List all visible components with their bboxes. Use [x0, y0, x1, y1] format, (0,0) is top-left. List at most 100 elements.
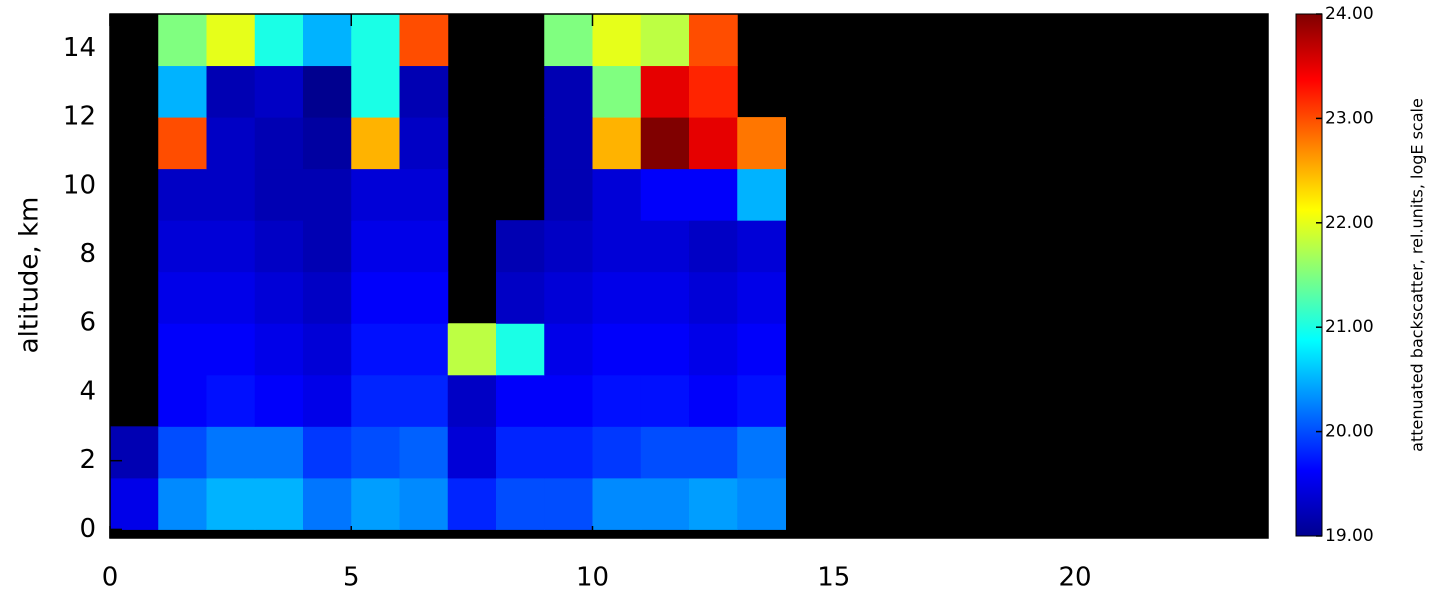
- heat-cell: [206, 14, 256, 67]
- heat-cell: [592, 477, 642, 530]
- heat-cell: [303, 168, 352, 221]
- heat-cell: [640, 14, 690, 67]
- heat-cell: [640, 323, 690, 376]
- heat-cell: [254, 323, 304, 376]
- heat-cell: [496, 477, 545, 530]
- heat-cell: [303, 220, 352, 273]
- heat-cell: [447, 374, 497, 427]
- heat-cell: [158, 426, 207, 479]
- heat-cell: [303, 426, 352, 479]
- heat-cell: [399, 117, 449, 170]
- heat-cell: [206, 220, 256, 273]
- heat-cell: [544, 220, 593, 273]
- y-tick-label: 6: [79, 308, 96, 338]
- heat-cell: [351, 374, 400, 427]
- heat-cell: [640, 117, 690, 170]
- x-tick-label: 10: [576, 563, 609, 593]
- colorbar: [1295, 13, 1323, 537]
- heat-cell: [640, 477, 690, 530]
- heat-cell: [303, 477, 352, 530]
- y-tick-label: 8: [79, 239, 96, 269]
- heat-cell: [737, 168, 786, 221]
- heat-cell: [158, 117, 207, 170]
- y-tick-label: 12: [63, 102, 96, 132]
- heat-cell: [544, 323, 593, 376]
- heat-cell: [206, 323, 256, 376]
- heat-cell: [399, 426, 449, 479]
- heat-cell: [399, 65, 449, 118]
- heat-cell: [689, 271, 738, 324]
- heat-cell: [351, 323, 400, 376]
- heat-cell: [399, 477, 449, 530]
- heat-cell: [496, 220, 545, 273]
- heat-cell: [254, 374, 304, 427]
- colorbar-tick-label: 24.00: [1325, 4, 1374, 24]
- heat-cell: [254, 117, 304, 170]
- heat-cell: [592, 14, 642, 67]
- y-tick-label: 0: [79, 514, 96, 544]
- colorbar-tick-label: 20.00: [1325, 422, 1374, 442]
- heat-cell: [689, 477, 738, 530]
- heat-cell: [689, 14, 738, 67]
- heat-cell: [737, 374, 786, 427]
- heat-cell: [254, 14, 304, 67]
- heat-cell: [303, 271, 352, 324]
- heat-cell: [544, 374, 593, 427]
- colorbar-tick-label: 22.00: [1325, 213, 1374, 233]
- heat-cell: [303, 323, 352, 376]
- heat-cell: [351, 477, 400, 530]
- heat-cell: [158, 477, 207, 530]
- heat-cell: [303, 65, 352, 118]
- heat-cell: [351, 65, 400, 118]
- heat-cell: [158, 168, 207, 221]
- heat-cell: [447, 426, 497, 479]
- heat-cell: [158, 220, 207, 273]
- heat-cell: [110, 477, 159, 530]
- x-tick-label: 20: [1058, 563, 1091, 593]
- heat-cell: [544, 65, 593, 118]
- heat-cell: [254, 168, 304, 221]
- heat-cell: [640, 426, 690, 479]
- heat-cell: [689, 117, 738, 170]
- heat-cell: [303, 117, 352, 170]
- y-tick-label: 14: [63, 33, 96, 63]
- heat-cell: [254, 477, 304, 530]
- heat-cell: [158, 65, 207, 118]
- heat-cell: [592, 168, 642, 221]
- heat-cell: [544, 14, 593, 67]
- y-tick-label: 2: [79, 445, 96, 475]
- heat-cell: [158, 374, 207, 427]
- heat-cell: [689, 168, 738, 221]
- heat-cell: [399, 271, 449, 324]
- heat-cell: [689, 323, 738, 376]
- heat-cell: [254, 271, 304, 324]
- colorbar-tick-label: 23.00: [1325, 108, 1374, 128]
- x-tick-label: 0: [102, 563, 119, 593]
- plot-frame: [109, 13, 1269, 539]
- heat-cell: [158, 14, 207, 67]
- heat-cell: [737, 477, 786, 530]
- heat-cell: [351, 271, 400, 324]
- heat-cell: [254, 426, 304, 479]
- heat-cell: [447, 323, 497, 376]
- heat-cell: [592, 271, 642, 324]
- heat-cell: [399, 168, 449, 221]
- heat-cell: [544, 168, 593, 221]
- heat-cell: [158, 323, 207, 376]
- x-tick-label: 15: [817, 563, 850, 593]
- heat-cell: [496, 374, 545, 427]
- heat-cell: [206, 426, 256, 479]
- heat-cell: [206, 271, 256, 324]
- heat-cell: [592, 220, 642, 273]
- heat-cell: [689, 65, 738, 118]
- heat-cell: [737, 426, 786, 479]
- heat-cell: [399, 220, 449, 273]
- heat-cell: [399, 323, 449, 376]
- heat-cell: [544, 117, 593, 170]
- heat-cell: [689, 374, 738, 427]
- heat-cell: [206, 374, 256, 427]
- colorbar-tick-label: 19.00: [1325, 526, 1374, 546]
- heat-cell: [737, 323, 786, 376]
- heat-cell: [110, 426, 159, 479]
